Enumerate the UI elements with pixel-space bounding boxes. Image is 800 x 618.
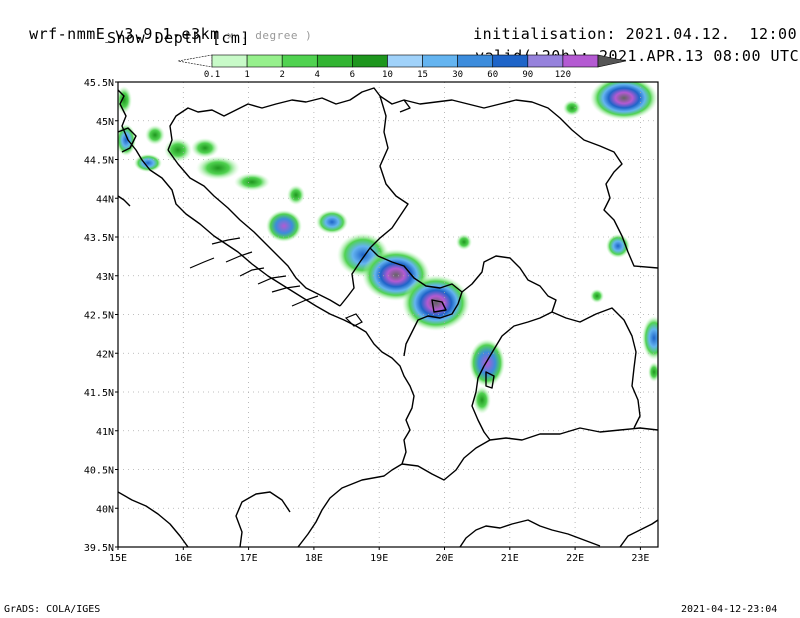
colorbar-swatch (211, 54, 248, 68)
colorbar-swatch (492, 54, 529, 68)
adriatic-islands (189, 237, 363, 327)
colorbar-label: 90 (522, 70, 533, 80)
model-title: wrf-nmmE_v3.9.1-e3km x . degree ) (10, 7, 312, 43)
island-3 (225, 251, 253, 263)
lon-label: 17E (240, 553, 258, 564)
italy-coast (118, 491, 189, 547)
bulgaria-west-border (551, 307, 641, 429)
lat-label: 43N (96, 272, 114, 283)
map-panel: 45.5N 45N 44.5N 44N 43.5N 43N 42.5N 42N 41.5N 41N… (84, 78, 659, 564)
island-4 (239, 267, 265, 277)
valid-time: 08:00 UTC (713, 47, 800, 65)
lat-label: 43.5N (84, 233, 114, 244)
island-7 (291, 295, 319, 307)
adriatic-coast-east (118, 89, 415, 547)
lon-label: 19E (370, 553, 388, 564)
lake-ohrid (485, 371, 495, 389)
lon-label: 18E (305, 553, 323, 564)
sava-border (167, 87, 411, 151)
lat-label: 41N (96, 427, 114, 438)
init-label: initialisation: (473, 25, 617, 43)
drina-border (369, 95, 409, 257)
greece-north-border (401, 427, 658, 481)
island-1 (189, 257, 215, 269)
lat-label: 40N (96, 504, 114, 515)
montenegro-north-border (339, 247, 371, 307)
colorbar-label: 4 (315, 70, 320, 80)
colorbar-swatch (387, 54, 423, 68)
lake-skadar (431, 299, 447, 313)
lat-label: 45.5N (84, 78, 114, 89)
colorbar-swatch (352, 54, 388, 68)
colorbar-label: 6 (350, 70, 355, 80)
colorbar-swatch (457, 54, 494, 68)
lon-label: 16E (174, 553, 192, 564)
colorbar-swatch (422, 54, 458, 68)
island-6 (271, 285, 301, 293)
colorbar-swatch (527, 54, 564, 68)
lon-label: 15E (109, 553, 127, 564)
bosnia-west-border (167, 149, 341, 307)
colorbar-label: 15 (417, 70, 428, 80)
lon-label: 23E (631, 553, 649, 564)
latitude-labels: 45.5N 45N 44.5N 44N 43.5N 43N 42.5N 42N 41.5N 41N… (84, 78, 118, 554)
init-time: 12:00 UTC (749, 25, 798, 43)
lat-label: 42N (96, 349, 114, 360)
lon-label: 21E (501, 553, 519, 564)
graticule (118, 82, 658, 547)
lon-label: 22E (566, 553, 584, 564)
lon-label: 20E (435, 553, 453, 564)
longitude-labels: 15E 16E 17E 18E 19E 20E 21E 22E 23E (109, 547, 649, 564)
colorbar-swatch (316, 54, 353, 68)
danube-border (403, 99, 658, 269)
colorbar-high-arrow (597, 54, 627, 68)
aegean-coast (619, 519, 658, 547)
albania-macedonia-border (471, 365, 491, 441)
projection-note: x . degree ) (226, 29, 313, 42)
colorbar-label: 2 (279, 70, 284, 80)
country-borders (118, 87, 658, 547)
italy-coast-north (118, 195, 131, 207)
lat-label: 44.5N (84, 156, 114, 167)
colorbar-label: 0.1 (204, 70, 220, 80)
footer-credit: GrADS: COLA/IGES (4, 604, 101, 615)
lat-label: 42.5N (84, 311, 114, 322)
lat-label: 40.5N (84, 466, 114, 477)
colorbar-label: 120 (555, 70, 571, 80)
init-date: 2021.04.12. (625, 25, 731, 43)
lat-label: 44N (96, 194, 114, 205)
lat-label: 45N (96, 117, 114, 128)
lat-label: 39.5N (84, 543, 114, 554)
lat-label: 41.5N (84, 388, 114, 399)
snow-depth-field (118, 82, 658, 414)
montenegro-border (377, 255, 463, 357)
colorbar-low-arrow (177, 54, 213, 68)
colorbar: 0.1 1 2 4 6 10 15 30 60 90 120 (177, 54, 627, 80)
colorbar-swatch (246, 54, 283, 68)
init-line: initialisation: 2021.04.12. 12:00 UTC (454, 7, 800, 43)
colorbar-label: 30 (452, 70, 463, 80)
corfu-coast (235, 491, 291, 547)
footer-timestamp: 2021-04-12-23:04 (681, 604, 778, 615)
colorbar-label: 1 (244, 70, 249, 80)
field-title: Snow Depth [cm] (107, 29, 250, 47)
colorbar-swatch (281, 54, 318, 68)
kosovo-border (461, 255, 557, 367)
island-5 (257, 275, 287, 285)
model-name: wrf-nmmE_v3.9.1-e3km (29, 25, 220, 43)
island-8 (344, 313, 363, 327)
colorbar-swatch (562, 54, 599, 68)
greece-coast (459, 519, 601, 547)
island-2 (211, 237, 241, 245)
colorbar-label: 60 (487, 70, 498, 80)
istria-coast (118, 127, 137, 153)
colorbar-label: 10 (382, 70, 393, 80)
